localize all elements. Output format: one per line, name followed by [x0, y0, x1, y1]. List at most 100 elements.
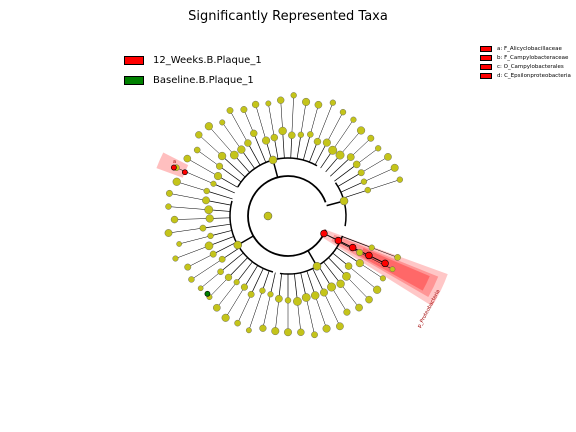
tree-node — [224, 273, 233, 281]
leaf-node — [314, 100, 323, 109]
tree-branch — [302, 134, 311, 161]
tree-branch — [187, 253, 214, 268]
tree-branch — [343, 189, 368, 199]
group-legend: 12_Weeks.B.Plaque_1 Baseline.B.Plaque_1 — [124, 52, 262, 92]
tree-branch — [371, 247, 398, 258]
leaf-node — [350, 116, 357, 123]
tree-node — [199, 224, 207, 232]
clade-label-a: a — [173, 159, 176, 165]
tree-arc — [247, 175, 327, 257]
tree-branch — [323, 292, 341, 327]
clade-legend-label: c: O_Campylobacterales — [497, 63, 564, 70]
tree-node — [360, 178, 368, 185]
leaf-node — [259, 324, 267, 332]
leaf-node — [172, 255, 179, 262]
legend-item-12-weeks: 12_Weeks.B.Plaque_1 — [124, 52, 262, 68]
tree-node — [240, 283, 248, 291]
legend-swatch-red — [124, 55, 144, 65]
tree-node — [218, 255, 226, 263]
leaf-node — [355, 303, 363, 312]
tree-node — [229, 150, 239, 160]
tree-branch — [300, 101, 307, 135]
leaf-node — [357, 126, 366, 135]
leaf-node — [302, 97, 311, 106]
leaf-node — [339, 108, 347, 116]
tree-branch — [294, 273, 298, 302]
leaf-node — [170, 215, 179, 224]
leaf-node — [373, 285, 382, 294]
leaf-node — [193, 146, 201, 154]
tree-node — [313, 137, 322, 146]
leaf-node — [176, 241, 182, 247]
tree-branch — [361, 156, 389, 173]
tree-node — [270, 133, 278, 142]
tree-node — [259, 287, 266, 294]
significant-node-red — [365, 251, 373, 260]
tree-branch — [248, 290, 263, 331]
tree-node — [352, 160, 361, 169]
phylum-node — [339, 196, 349, 206]
clade-legend-item: a: F_Alicyclobacillaceae — [480, 44, 571, 53]
tree-branch — [221, 247, 240, 260]
tree-branch — [296, 134, 302, 159]
tree-branch — [221, 155, 246, 178]
tree-branch — [270, 272, 276, 295]
tree-node — [202, 196, 210, 205]
tree-node — [342, 272, 351, 281]
tree-branch — [197, 149, 220, 167]
tree-node — [203, 187, 210, 195]
leaf-node — [183, 154, 192, 163]
tree-branch — [290, 135, 293, 159]
tree-node — [293, 297, 302, 306]
tree-branch — [255, 104, 267, 141]
tree-branch — [220, 252, 244, 273]
tree-branch — [282, 130, 285, 159]
tree-node — [250, 129, 258, 138]
leaf-node — [390, 163, 399, 172]
clade-swatch — [480, 63, 492, 70]
leaf-node — [221, 313, 230, 322]
tree-branch — [168, 227, 203, 234]
tree-node — [213, 172, 223, 181]
significant-node-green — [204, 290, 211, 297]
tree-branch — [359, 262, 384, 279]
clade-legend-item: d: C_Epsilonproteobacteria — [480, 71, 571, 80]
leaf-node — [172, 177, 181, 186]
tree-node — [368, 244, 375, 251]
leaf-node — [166, 189, 173, 197]
tree-branch — [356, 148, 379, 165]
leaf-node — [184, 263, 192, 271]
clade-swatch — [480, 72, 492, 79]
leaf-node — [329, 99, 336, 106]
tree-branch — [209, 277, 229, 298]
tree-nodes — [164, 92, 403, 339]
leaf-node — [379, 275, 386, 282]
tree-branch — [210, 230, 232, 237]
leaf-node — [219, 119, 226, 126]
tree-node — [210, 180, 217, 187]
leaf-node — [375, 145, 382, 152]
tree-node — [275, 294, 283, 303]
tree-node — [233, 279, 240, 286]
leaf-node — [389, 266, 396, 273]
tree-branch — [312, 268, 325, 293]
clade-legend-label: a: F_Alicyclobacillaceae — [497, 45, 562, 52]
tree-branch — [332, 119, 354, 151]
tree-node — [262, 136, 271, 145]
tree-node — [216, 162, 223, 170]
tree-branch — [262, 294, 271, 329]
tree-branch — [206, 190, 233, 200]
legend-label: 12_Weeks.B.Plaque_1 — [153, 54, 262, 66]
tree-branch — [328, 257, 347, 277]
tree-branch — [176, 181, 207, 192]
tree-branch — [174, 218, 210, 220]
tree-branch — [348, 265, 378, 290]
tree-node — [288, 131, 296, 139]
clade-legend-label: b: F_Campylobacteraceae — [497, 54, 569, 61]
tree-branch — [340, 283, 360, 308]
phylum-node — [268, 155, 278, 165]
tree-node — [284, 297, 292, 304]
leaf-node — [204, 122, 213, 131]
tree-node — [311, 291, 320, 300]
